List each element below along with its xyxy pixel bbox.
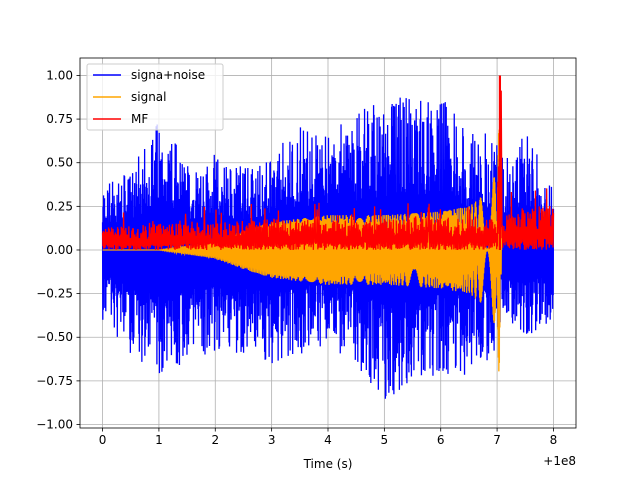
y-tick-label: 1.00	[46, 68, 73, 82]
x-tick-label: 0	[99, 433, 107, 447]
x-axis-label: Time (s)	[303, 457, 353, 471]
y-tick-label: −0.75	[36, 374, 73, 388]
y-tick-label: 0.50	[46, 156, 73, 170]
y-tick-label: 0.75	[46, 112, 73, 126]
x-tick-label: 5	[381, 433, 389, 447]
x-tick-label: 6	[437, 433, 445, 447]
ticks: 0 1 2 3 4 5 6 7 8 1.00 0.75 0.50 0.25 0.00 −0.25 −0.50 −…	[36, 68, 557, 447]
plot-area	[101, 75, 555, 399]
y-tick-label: 0.00	[46, 243, 73, 257]
x-axis-offset-label: +1e8	[543, 454, 576, 468]
x-tick-label: 3	[268, 433, 276, 447]
series-line-mf	[101, 90, 555, 250]
legend-label: signal	[131, 90, 167, 104]
x-tick-label: 7	[493, 433, 501, 447]
legend-label: MF	[131, 112, 148, 126]
y-tick-label: −0.25	[36, 287, 73, 301]
x-tick-label: 1	[155, 433, 163, 447]
y-tick-label: −0.50	[36, 330, 73, 344]
legend: signa+noise signal MF	[86, 63, 224, 131]
x-tick-label: 2	[211, 433, 219, 447]
x-tick-label: 4	[324, 433, 332, 447]
series-line-signal	[102, 129, 503, 372]
series-line-signal-plus-noise	[101, 97, 555, 399]
legend-label: signa+noise	[131, 68, 205, 82]
y-tick-label: −1.00	[36, 418, 73, 432]
y-tick-label: 0.25	[46, 199, 73, 213]
legend-box	[86, 63, 224, 131]
x-tick-label: 8	[550, 433, 558, 447]
